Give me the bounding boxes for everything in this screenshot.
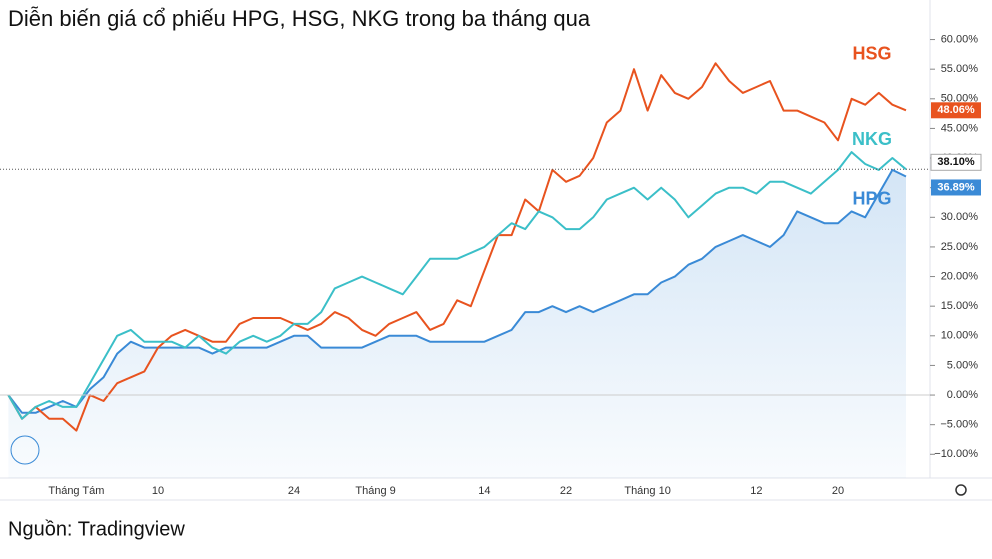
x-tick-label: 10 [152, 485, 164, 497]
value-label-box [931, 102, 981, 119]
y-tick-label: 50.00% [941, 93, 979, 105]
settings-icon[interactable] [955, 484, 967, 496]
y-tick-label: 10.00% [941, 330, 979, 342]
x-tick-label: 22 [560, 485, 572, 497]
y-tick-label: 60.00% [941, 33, 979, 45]
value-label: 36.89% [937, 181, 975, 193]
series-line [7, 62, 907, 432]
x-tick-label: 20 [832, 485, 844, 497]
x-tick-label: Tháng Tám [48, 485, 104, 497]
x-tick-label: Tháng 10 [624, 485, 670, 497]
y-tick-label: 15.00% [941, 300, 979, 312]
series-label: HSG [852, 44, 891, 64]
value-label: 38.10% [937, 156, 975, 168]
y-tick-label: 20.00% [941, 270, 979, 282]
y-tick-label: −10.00% [934, 448, 978, 460]
series-label: HPG [852, 189, 891, 209]
value-label: 48.06% [937, 104, 975, 116]
series-line [7, 151, 907, 420]
area-fill [8, 169, 906, 478]
x-tick-label: 24 [288, 485, 300, 497]
y-tick-label: 45.00% [941, 122, 979, 134]
y-tick-label: −5.00% [940, 419, 978, 431]
x-tick-label: 12 [750, 485, 762, 497]
y-tick-label: 5.00% [947, 359, 978, 371]
x-tick-label: Tháng 9 [355, 485, 395, 497]
series-label: NKG [852, 129, 892, 149]
y-tick-label: 55.00% [941, 63, 979, 75]
chart-title: Diễn biến giá cổ phiếu HPG, HSG, NKG tro… [8, 6, 591, 31]
value-label-box [930, 153, 982, 171]
x-tick-label: 14 [478, 485, 490, 497]
value-label-box [931, 179, 981, 196]
plot [7, 62, 907, 478]
source: Nguồn: Tradingview [8, 518, 185, 540]
y-tick-label: 25.00% [941, 241, 979, 253]
y-tick-label: 30.00% [941, 211, 979, 223]
y-tick-label: 0.00% [947, 389, 978, 401]
